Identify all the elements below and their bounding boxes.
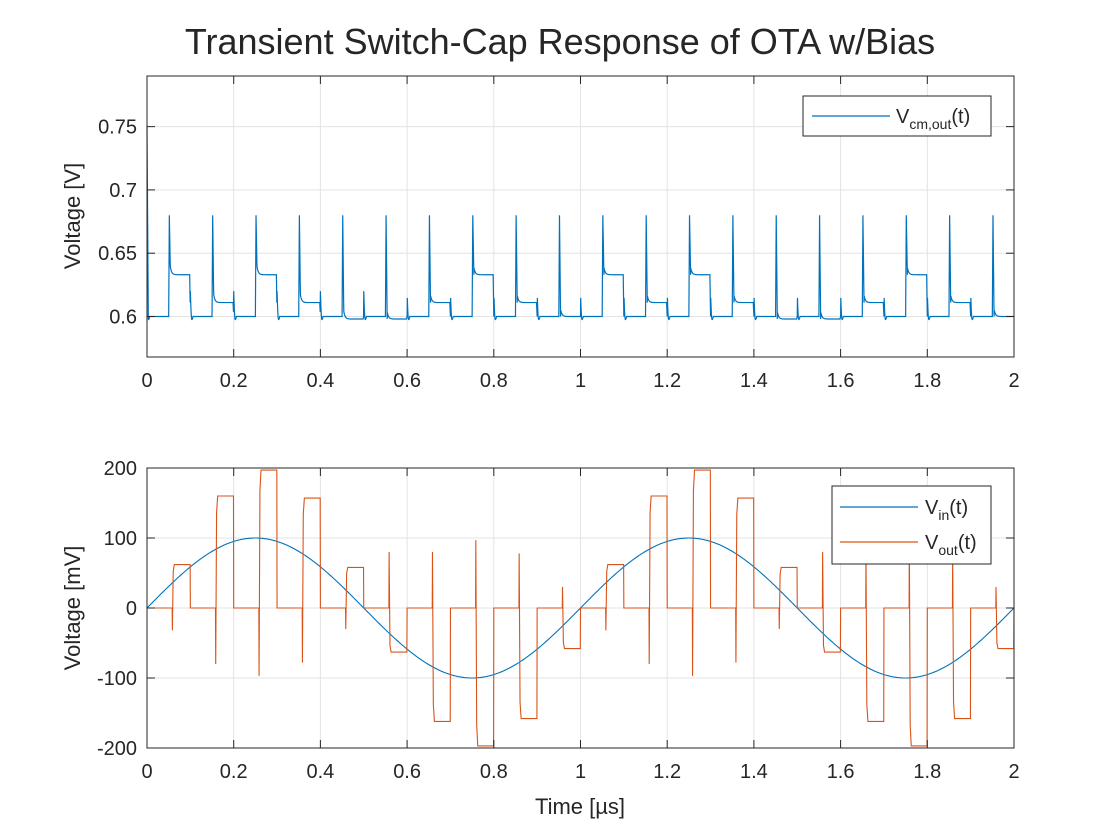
top-x-tick-label: 0 bbox=[141, 370, 152, 392]
top-x-tick-label: 1.4 bbox=[740, 370, 768, 392]
bottom-x-tick-label: 1.4 bbox=[740, 761, 768, 783]
top-x-tick-label: 1 bbox=[575, 370, 586, 392]
top-y-tick-label: 0.75 bbox=[98, 117, 137, 139]
top-series-layer bbox=[146, 126, 1014, 321]
bottom-x-tick-label: 2 bbox=[1008, 761, 1019, 783]
bottom-y-tick-label: 100 bbox=[104, 528, 137, 550]
bottom-series-layer bbox=[146, 469, 1015, 747]
bottom-y-axis-label: Voltage [mV] bbox=[60, 546, 85, 671]
top-x-tick-label: 0.8 bbox=[480, 370, 508, 392]
bottom-x-tick-label: 0.4 bbox=[306, 761, 334, 783]
legend-vin-main: V bbox=[925, 497, 939, 519]
top-legend: Vcm,out(t) bbox=[802, 95, 992, 137]
legend-vcm-sub: cm,out bbox=[909, 116, 951, 132]
top-x-tick-label: 1.8 bbox=[913, 370, 941, 392]
bottom-legend-label-vout: Vout(t) bbox=[925, 532, 977, 558]
legend-vin-tail: (t) bbox=[949, 497, 968, 519]
bottom-x-tick-label: 0 bbox=[141, 761, 152, 783]
figure-title: Transient Switch-Cap Response of OTA w/B… bbox=[185, 21, 935, 62]
bottom-x-tick-label: 1.8 bbox=[913, 761, 941, 783]
bottom-y-tick-label: -100 bbox=[97, 668, 137, 690]
top-y-tick-label: 0.7 bbox=[109, 180, 137, 202]
top-y-axis-label: Voltage [V] bbox=[60, 163, 85, 269]
bottom-legend-label-vin: Vin(t) bbox=[925, 497, 968, 523]
bottom-legend-box bbox=[831, 485, 992, 565]
top-legend-label-vcm: Vcm,out(t) bbox=[896, 106, 970, 132]
bottom-x-tick-label: 0.8 bbox=[480, 761, 508, 783]
top-x-tick-label: 0.6 bbox=[393, 370, 421, 392]
bottom-y-tick-label: 0 bbox=[126, 598, 137, 620]
top-y-tick-label: 0.65 bbox=[98, 243, 137, 265]
legend-vout-sub: out bbox=[938, 542, 958, 558]
top-x-tick-label: 1.2 bbox=[653, 370, 681, 392]
bottom-y-tick-label: 200 bbox=[104, 458, 137, 480]
top-y-tick-label: 0.6 bbox=[109, 306, 137, 328]
bottom-x-axis-label: Time [µs] bbox=[535, 794, 625, 819]
bottom-subplot: 0 0.2 0.4 0.6 0.8 1 1.2 1.4 1.6 1.8 2 -200 -100 0 100 2… bbox=[60, 458, 1020, 819]
bottom-x-tick-label: 0.2 bbox=[220, 761, 248, 783]
top-x-tick-label: 1.6 bbox=[827, 370, 855, 392]
top-x-tick-label: 2 bbox=[1008, 370, 1019, 392]
series-line-vout bbox=[147, 469, 1015, 747]
series-line-vcm-out bbox=[146, 126, 1014, 321]
top-subplot: 0 0.2 0.4 0.6 0.8 1 1.2 1.4 1.6 1.8 2 0.6 0.65 0.7 0.7… bbox=[60, 75, 1020, 392]
bottom-legend: Vin(t) Vout(t) bbox=[831, 485, 992, 565]
legend-vin-sub: in bbox=[938, 507, 949, 523]
legend-vcm-main: V bbox=[896, 106, 910, 128]
bottom-ticks: 0 0.2 0.4 0.6 0.8 1 1.2 1.4 1.6 1.8 2 -200 -100 0 100 2… bbox=[97, 458, 1020, 783]
legend-vcm-tail: (t) bbox=[951, 106, 970, 128]
bottom-y-tick-label: -200 bbox=[97, 738, 137, 760]
bottom-x-tick-label: 1.6 bbox=[827, 761, 855, 783]
top-x-tick-label: 0.2 bbox=[220, 370, 248, 392]
bottom-x-tick-label: 1 bbox=[575, 761, 586, 783]
bottom-x-tick-label: 0.6 bbox=[393, 761, 421, 783]
top-ticks: 0 0.2 0.4 0.6 0.8 1 1.2 1.4 1.6 1.8 2 0.6 0.65 0.7 0.7… bbox=[98, 76, 1020, 392]
bottom-x-tick-label: 1.2 bbox=[653, 761, 681, 783]
legend-vout-tail: (t) bbox=[958, 532, 977, 554]
top-x-tick-label: 0.4 bbox=[306, 370, 334, 392]
legend-vout-main: V bbox=[925, 532, 939, 554]
